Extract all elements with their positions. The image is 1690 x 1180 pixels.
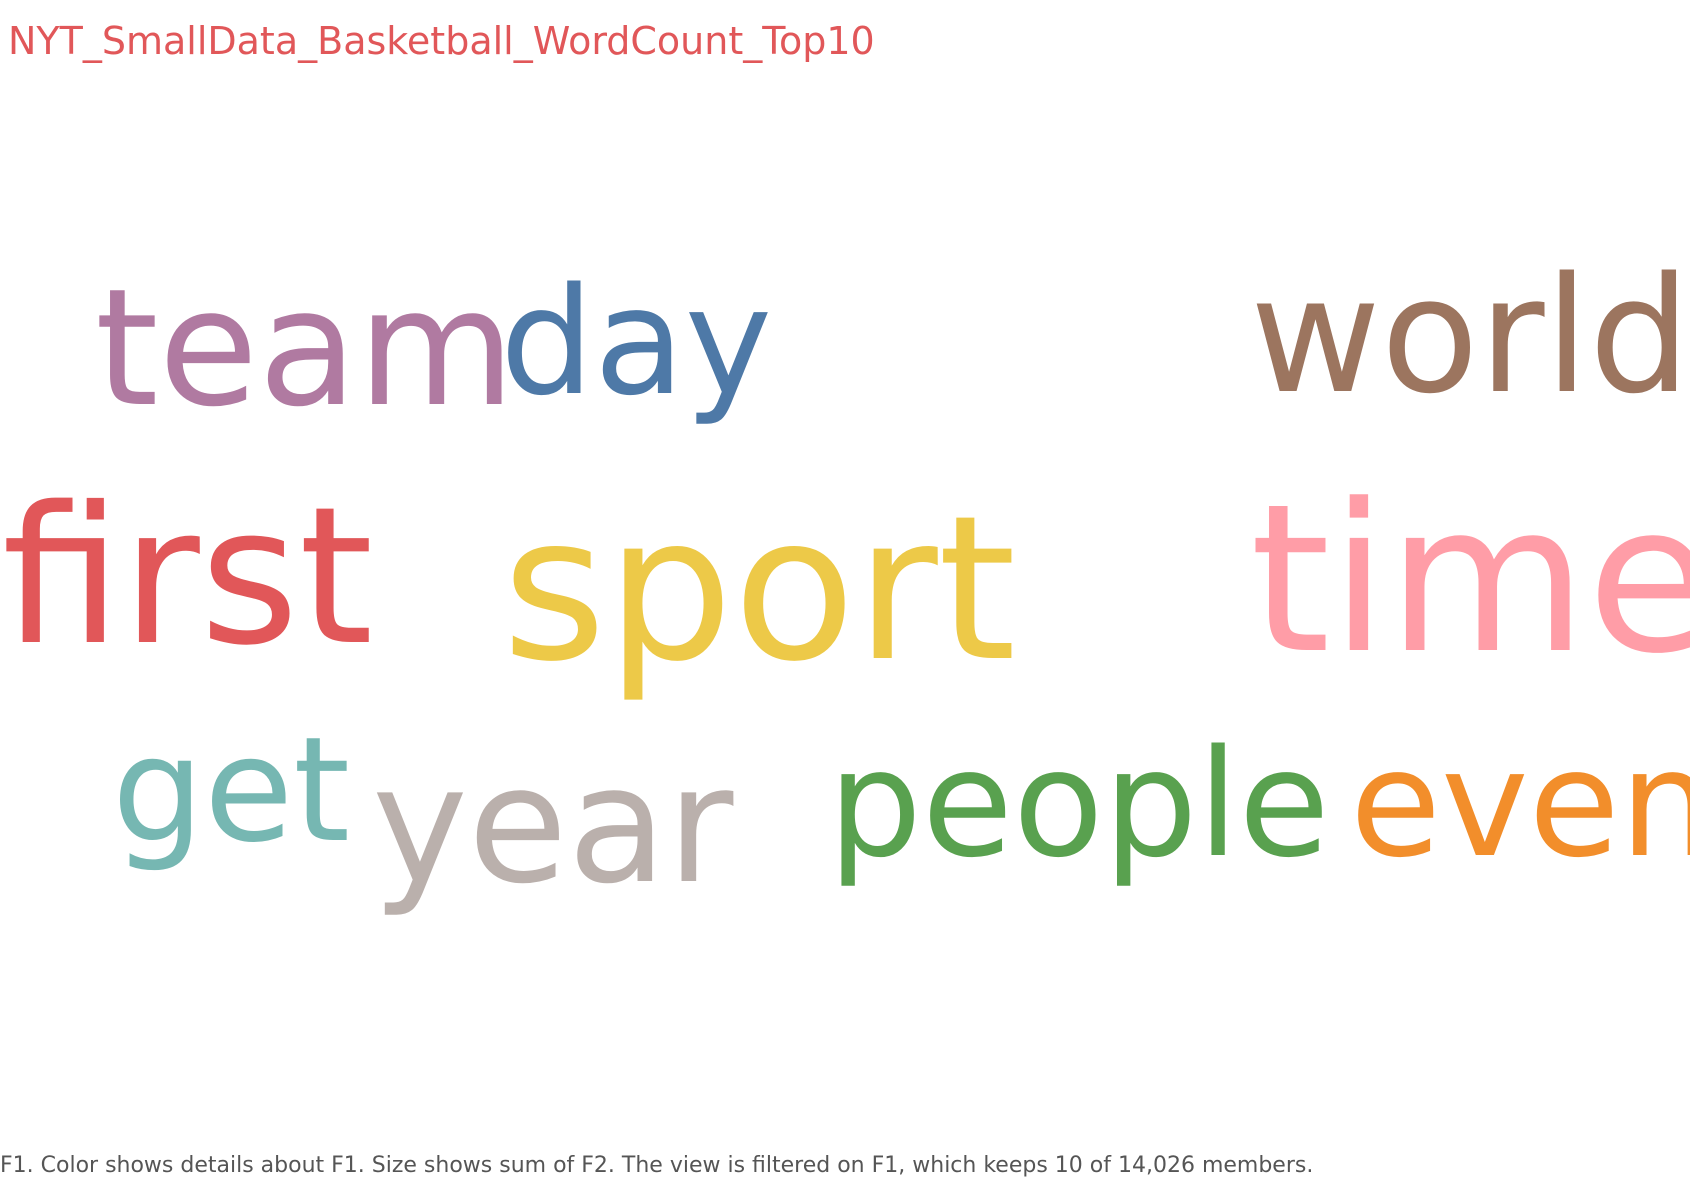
word-time[interactable]: time (1250, 461, 1690, 699)
word-day[interactable]: day (500, 256, 773, 428)
word-sport[interactable]: sport (502, 473, 1017, 706)
chart-title: NYT_SmallData_Basketball_WordCount_Top10 (8, 19, 875, 63)
word-even[interactable]: even (1350, 718, 1690, 890)
word-first[interactable]: first (2, 466, 374, 687)
chart-caption: F1. Color shows details about F1. Size s… (0, 1153, 1314, 1178)
word-get[interactable]: get (112, 706, 351, 875)
word-people[interactable]: people (828, 718, 1330, 890)
word-world[interactable]: world (1250, 242, 1690, 429)
word-year[interactable]: year (372, 732, 734, 920)
word-team[interactable]: team (95, 255, 516, 443)
